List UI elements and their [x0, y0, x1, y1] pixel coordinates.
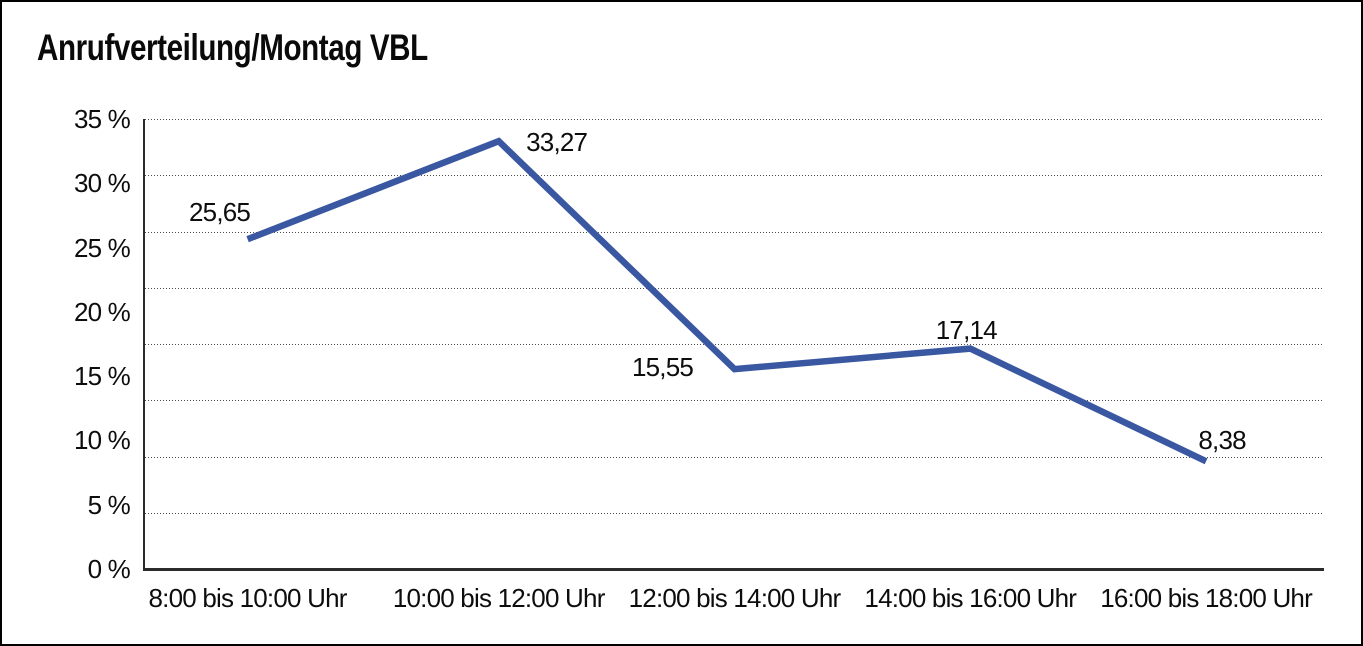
x-axis-tick-label: 14:00 bis 16:00 Uhr: [864, 583, 1077, 613]
data-point-label: 15,55: [631, 352, 694, 383]
y-axis-tick-label: 5 %: [87, 489, 131, 520]
gridline: [145, 287, 1324, 289]
trend-line: [246, 137, 1208, 465]
y-axis-tick-label: 35 %: [73, 104, 131, 134]
chart-title: Anrufverteilung/Montag VBL: [37, 27, 428, 68]
gridline: [145, 175, 1324, 177]
y-axis-tick-label: 0 %: [87, 554, 131, 584]
y-axis-tick-label: 10 %: [73, 425, 131, 456]
y-axis-tick-label: 20 %: [73, 296, 131, 327]
y-axis-line: [143, 119, 145, 571]
gridline: [145, 400, 1324, 402]
x-axis-tick-label: 12:00 bis 14:00 Uhr: [628, 583, 842, 613]
x-axis-tick-label: 10:00 bis 12:00 Uhr: [392, 583, 606, 613]
x-axis-tick-label: 16:00 bis 18:00 Uhr: [1100, 583, 1313, 613]
gridline: [145, 512, 1324, 514]
gridline: [145, 344, 1324, 345]
y-axis-tick-label: 30 %: [73, 168, 131, 199]
y-axis-tick-label: 15 %: [73, 361, 131, 392]
gridline: [145, 231, 1324, 233]
data-point-label: 8,38: [1198, 425, 1246, 456]
gridline: [145, 119, 1324, 120]
gridline: [145, 456, 1324, 458]
data-point-label: 33,27: [526, 127, 588, 158]
plot-area: 25,65 33,27 15,55 17,14 8,38: [143, 119, 1324, 571]
y-axis-tick-label: 25 %: [73, 232, 131, 263]
data-point-label: 17,14: [935, 314, 998, 345]
series-polyline: [246, 137, 1208, 465]
x-axis-tick-label: 8:00 bis 10:00 Uhr: [148, 583, 348, 613]
x-axis-line: [143, 568, 1324, 571]
data-point-label: 25,65: [189, 197, 251, 228]
